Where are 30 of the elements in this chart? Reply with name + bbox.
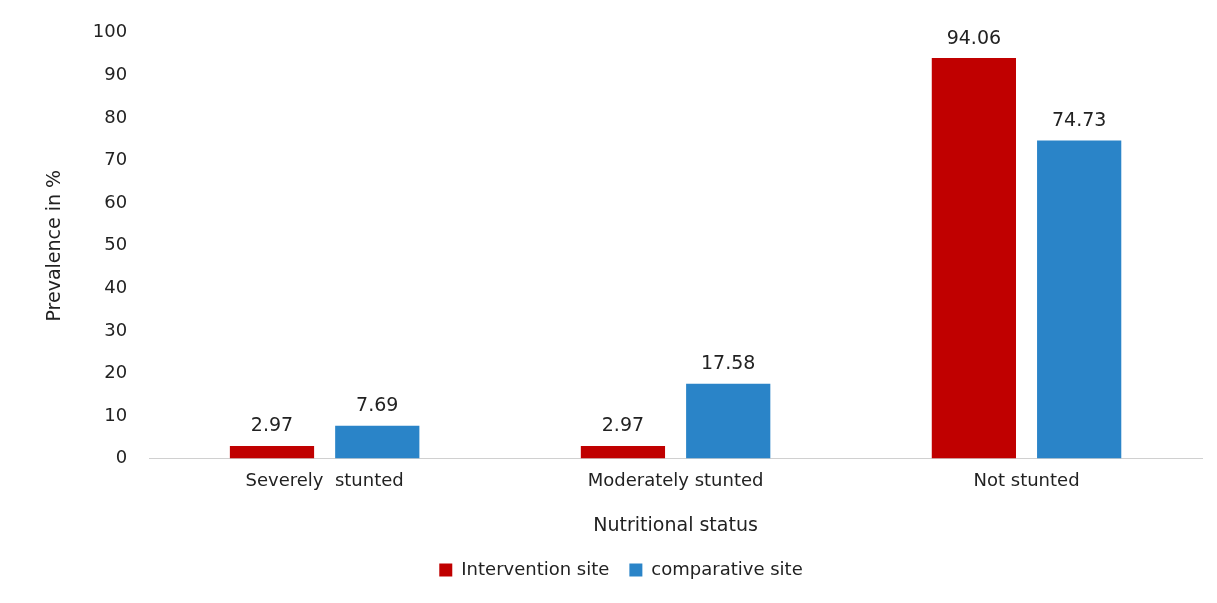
y-tick-label: 0 xyxy=(115,446,128,468)
legend-label: comparative site xyxy=(651,557,803,579)
data-label: 74.73 xyxy=(1051,107,1107,130)
y-tick-label: 80 xyxy=(104,105,128,127)
y-tick-label: 60 xyxy=(104,190,128,212)
y-tick-label: 50 xyxy=(104,233,128,255)
data-label: 7.69 xyxy=(356,393,399,416)
x-tick-label: Severely stunted xyxy=(245,469,404,491)
data-label: 2.97 xyxy=(250,413,294,436)
bar xyxy=(580,445,666,459)
bar xyxy=(229,445,315,459)
x-tick-label: Not stunted xyxy=(973,469,1080,491)
x-axis-title: Nutritional status xyxy=(593,512,758,535)
data-label: 2.97 xyxy=(601,413,645,436)
y-tick-label: 100 xyxy=(92,20,128,42)
bar xyxy=(335,425,420,459)
y-tick-label: 70 xyxy=(104,148,128,170)
bar xyxy=(1037,140,1122,459)
legend-label: Intervention site xyxy=(461,557,610,579)
data-label: 94.06 xyxy=(946,25,1002,48)
y-tick-label: 30 xyxy=(104,318,128,340)
y-tick-label: 90 xyxy=(104,63,128,85)
bar xyxy=(931,58,1016,459)
bar xyxy=(686,383,771,459)
y-tick-label: 10 xyxy=(104,403,128,425)
data-label: 17.58 xyxy=(701,351,756,374)
y-tick-label: 20 xyxy=(104,361,128,383)
x-tick-label: Moderately stunted xyxy=(587,469,764,491)
y-tick-label: 40 xyxy=(104,275,128,297)
y-axis-title: Prevalence in % xyxy=(42,169,65,322)
